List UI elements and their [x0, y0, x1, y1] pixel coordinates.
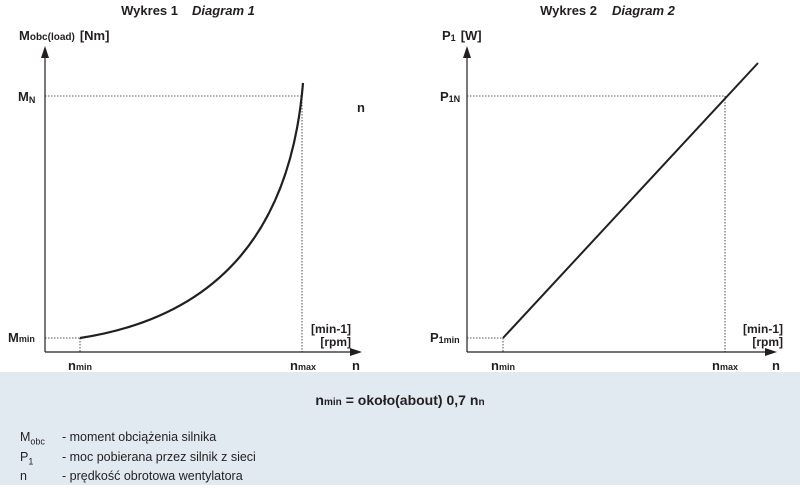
diagram1-y-axis-label: Mobc(load) [Nm] [19, 28, 109, 43]
diagram1-torque-curve [79, 82, 305, 340]
diagram2-title: Wykres 2 [540, 3, 597, 18]
diagram2-n-label: n [772, 358, 780, 373]
diagram1-x-axis-label: n [357, 100, 365, 115]
diagram2-p1n-label: P1N [440, 89, 460, 104]
legend-symbol: Mobc [20, 430, 45, 447]
diagram2-nmax-label: nmax [712, 358, 738, 373]
legend-text: - moc pobierana przez silnik z sieci [62, 449, 256, 464]
diagram1-title-en: Diagram 1 [192, 3, 255, 18]
diagram2-title-en: Diagram 2 [612, 3, 676, 18]
diagram-1: Wykres 1 Diagram 1 Mobc(load) [Nm] MN Mmi… [8, 3, 365, 373]
lower-background [0, 372, 800, 485]
legend-symbol: n [20, 469, 27, 483]
diagram2-x-unit-line2: [rpm] [752, 335, 783, 349]
legend-row: P1 - moc pobierana przez silnik z sieci [20, 450, 256, 470]
upper-background [0, 0, 800, 372]
diagram2-y-arrow [463, 46, 471, 58]
diagram1-y-arrow [41, 46, 49, 58]
diagram1-nmax-label: nmax [290, 358, 316, 373]
diagram1-nmin-label: nmin [68, 358, 92, 373]
diagram1-x-unit-line2: [rpm] [320, 335, 351, 349]
diagram1-x-arrow [350, 348, 362, 356]
diagram2-nmin-label: nmin [491, 358, 515, 373]
legend-symbol: P1 [20, 449, 34, 467]
legend-row: n - prędkość obrotowa wentylatora [20, 469, 256, 489]
diagram2-power-line [502, 62, 759, 339]
diagram1-x-unit-line1: [min-1] [311, 322, 351, 336]
diagram1-mmin-label: Mmin [8, 330, 35, 345]
legend-text: - prędkość obrotowa wentylatora [62, 469, 243, 483]
diagram1-n-label: n [352, 358, 360, 373]
diagram2-p1min-label: P1min [430, 330, 460, 345]
diagram-2: Wykres 2 Diagram 2 P1 [W] P1N P1min [min-… [430, 3, 783, 373]
diagram2-y-axis-label: P1 [W] [442, 28, 482, 43]
diagram1-mn-label: MN [18, 89, 35, 105]
diagram1-title: Wykres 1 [121, 3, 178, 18]
diagram2-x-arrow [765, 348, 777, 356]
legend: Mobc - moment obciążenia silnika P1 - mo… [20, 430, 256, 489]
legend-row: Mobc - moment obciążenia silnika [20, 430, 256, 450]
diagram2-x-unit-line1: [min-1] [743, 322, 783, 336]
legend-text: - moment obciążenia silnika [62, 430, 217, 444]
formula: nmin = około(about) 0,7 nn [315, 392, 484, 408]
